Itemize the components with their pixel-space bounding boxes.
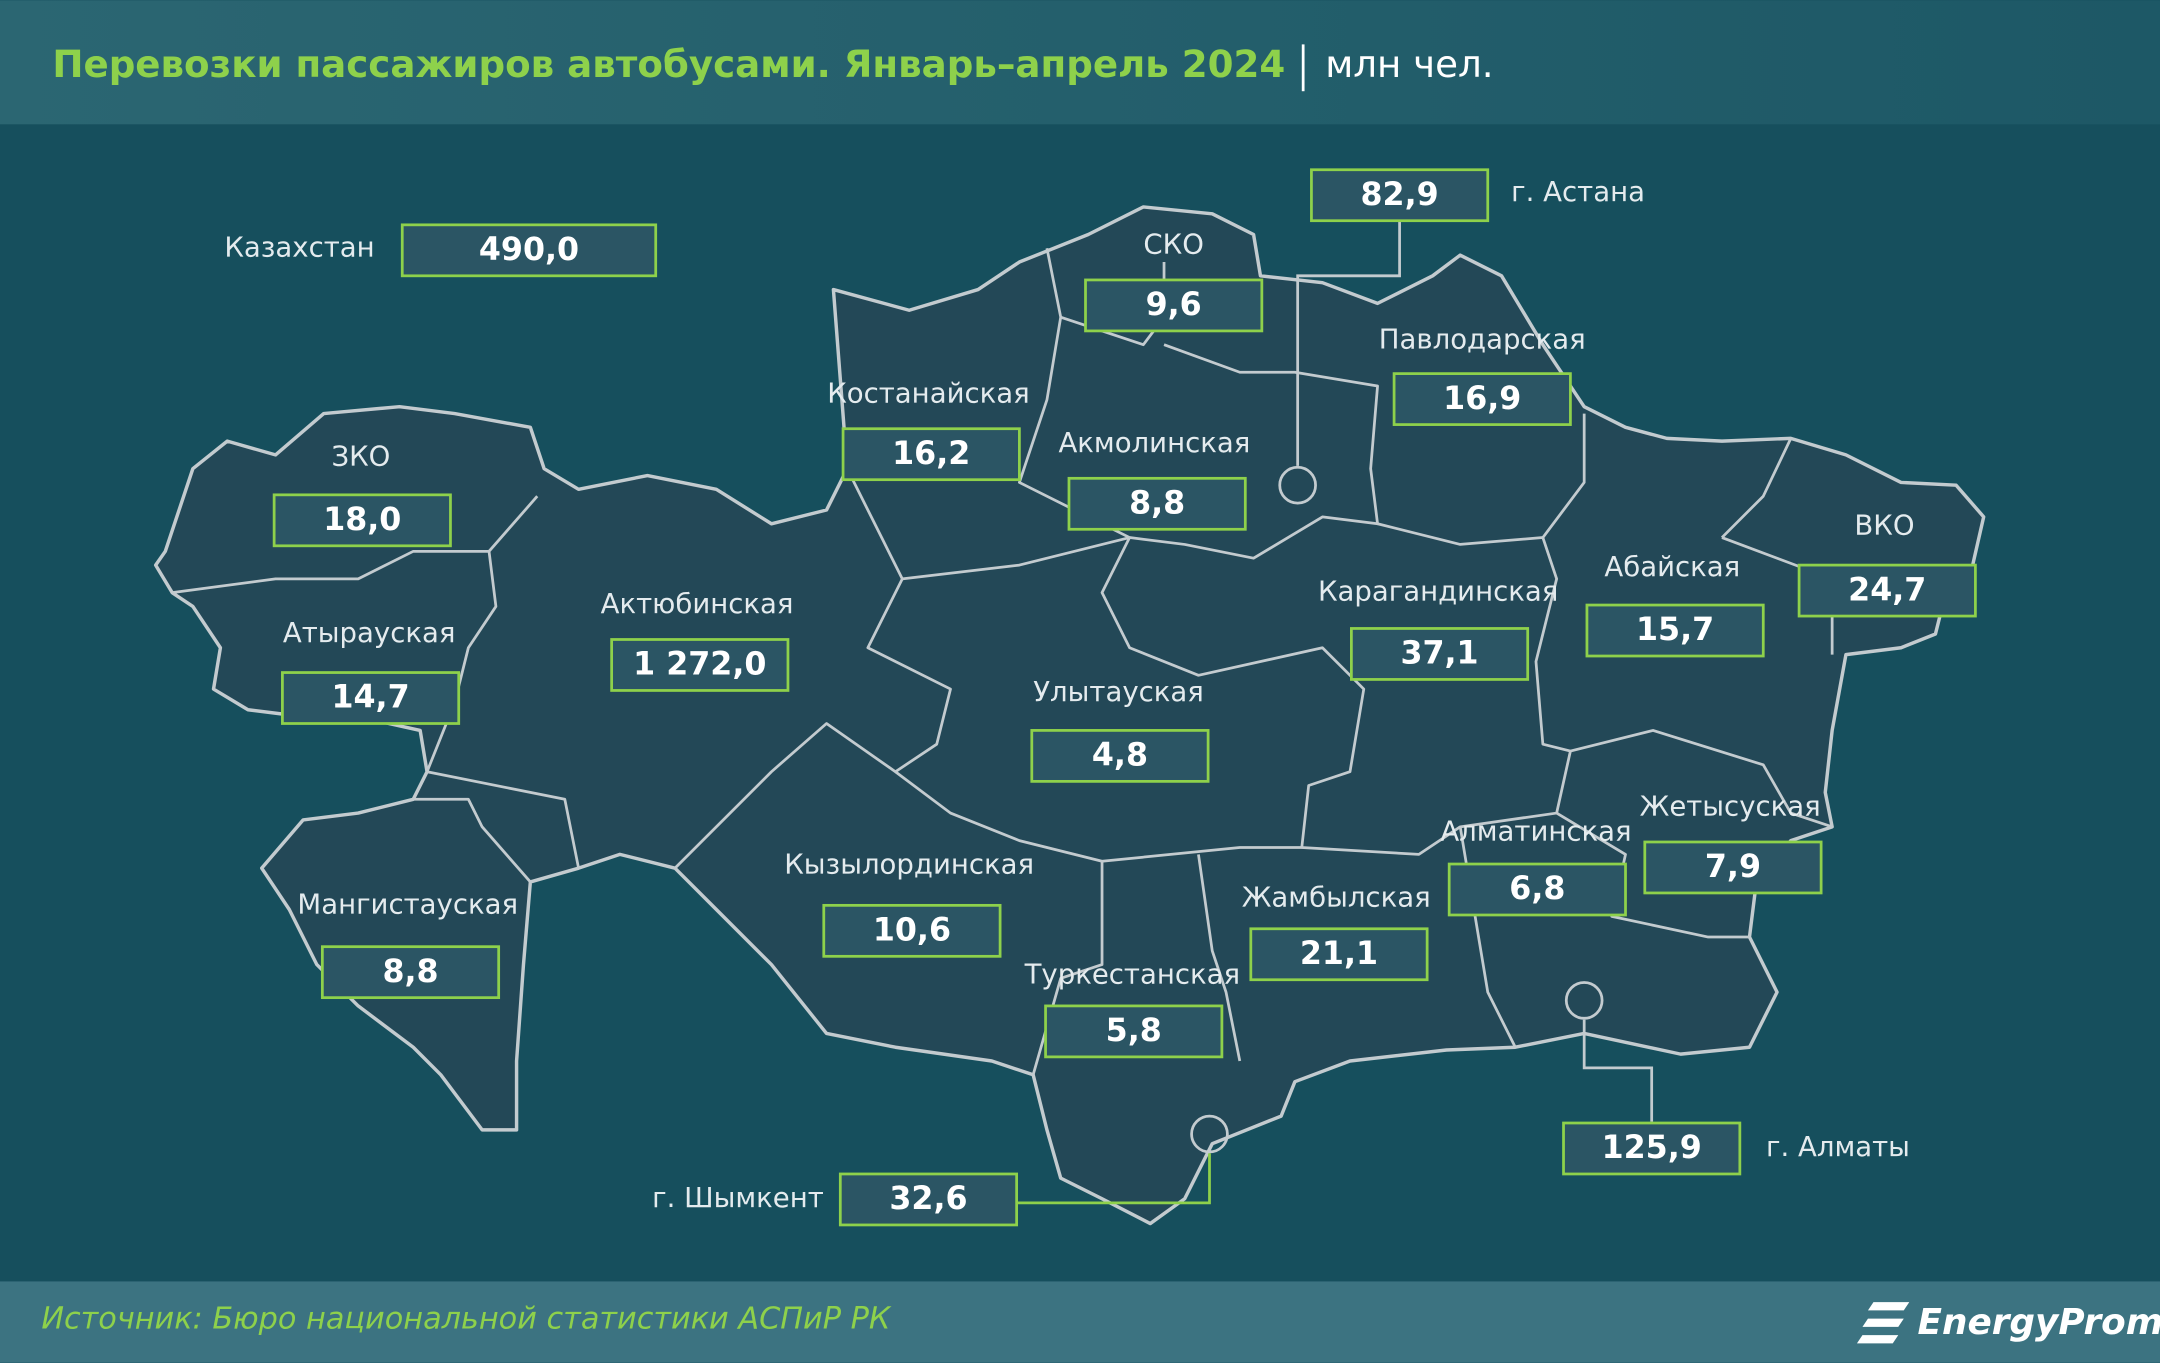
logo-text: EnergyProm (1918, 1302, 2160, 1343)
value-box (1350, 627, 1530, 681)
value-box (281, 671, 461, 725)
value-label: 6,8 (1509, 871, 1565, 907)
region-name: ВКО (1854, 510, 1914, 542)
region-name: Улытауская (1033, 676, 1204, 708)
region-name: Актюбинская (601, 588, 794, 620)
value-label: 490,0 (479, 232, 579, 268)
value-label: 5,8 (1106, 1013, 1162, 1049)
region-name: Кызылординская (784, 848, 1034, 880)
unit: млн чел. (1325, 42, 1493, 86)
region-name: Жетысуская (1640, 791, 1821, 823)
city-name: г. Астана (1511, 176, 1645, 208)
region-name: Абайская (1604, 551, 1740, 583)
value-label: 21,1 (1300, 936, 1378, 972)
value-box (1585, 603, 1765, 658)
value-box (272, 493, 452, 548)
value-label: 18,0 (323, 502, 401, 538)
region-name: Павлодарская (1379, 324, 1586, 356)
value-label: 37,1 (1400, 636, 1478, 672)
title: Перевозки пассажиров автобусами. Январь–… (52, 42, 1285, 86)
value-box (822, 903, 1002, 958)
region-name: Акмолинская (1058, 427, 1250, 459)
logo-icon (1856, 1302, 1910, 1344)
region-name: Карагандинская (1318, 576, 1558, 608)
astana-marker (1278, 465, 1317, 505)
region-name: СКО (1143, 229, 1203, 261)
value-label: 32,6 (889, 1181, 967, 1217)
shymkent-leader (1016, 1153, 1211, 1205)
value-box (1562, 1121, 1742, 1176)
value-label: 15,7 (1636, 612, 1714, 648)
value-label: 4,8 (1092, 738, 1148, 774)
value-box (1067, 476, 1247, 531)
region-name: Алматинская (1440, 815, 1631, 847)
value-label: 16,2 (892, 436, 970, 472)
region-name: Туркестанская (1024, 959, 1241, 991)
value-label: 9,6 (1146, 287, 1202, 323)
header-band (0, 0, 2160, 125)
value-box (838, 1172, 1019, 1227)
value-box (1310, 168, 1490, 223)
value-box (1249, 927, 1429, 982)
value-label: 16,9 (1443, 381, 1521, 417)
shymkent-marker (1190, 1114, 1229, 1154)
value-box (1392, 372, 1572, 426)
almaty-marker (1564, 981, 1604, 1020)
value-label: 125,9 (1602, 1130, 1702, 1166)
value-box (320, 945, 501, 1000)
city-name: г. Алматы (1766, 1131, 1910, 1163)
value-box (1030, 729, 1210, 783)
almaty-leader (1582, 1019, 1654, 1122)
value-box (400, 223, 658, 278)
value-box (1044, 1004, 1224, 1059)
region-borders (172, 247, 1834, 1076)
value-label: 10,6 (873, 913, 951, 949)
region-name: Мангистауская (297, 888, 518, 920)
value-label: 82,9 (1361, 177, 1439, 213)
source: Источник: Бюро национальной статистики А… (41, 1301, 892, 1336)
region-name: ЗКО (331, 441, 390, 473)
value-label: 7,9 (1705, 849, 1761, 885)
total-name: Казахстан (224, 231, 374, 263)
value-label: 24,7 (1848, 572, 1926, 608)
value-label: 8,8 (1129, 485, 1185, 521)
region-name: Атырауская (283, 617, 456, 649)
value-box (1447, 862, 1627, 917)
value-box (1797, 563, 1977, 618)
value-box (610, 638, 790, 692)
footer-band (0, 1281, 2160, 1363)
value-box (1084, 278, 1264, 333)
value-box (841, 427, 1021, 482)
region-name: Костанайская (827, 377, 1030, 409)
astana-leader (1296, 219, 1401, 466)
value-box (1643, 840, 1823, 895)
logo: EnergyProm (1856, 1302, 2160, 1344)
value-label: 14,7 (331, 680, 409, 716)
value-label: 8,8 (382, 954, 438, 990)
city-leaders (1016, 219, 1654, 1205)
city-name: г. Шымкент (652, 1182, 824, 1214)
region-name: Жамбылская (1242, 881, 1431, 913)
value-label: 1 272,0 (633, 647, 766, 683)
